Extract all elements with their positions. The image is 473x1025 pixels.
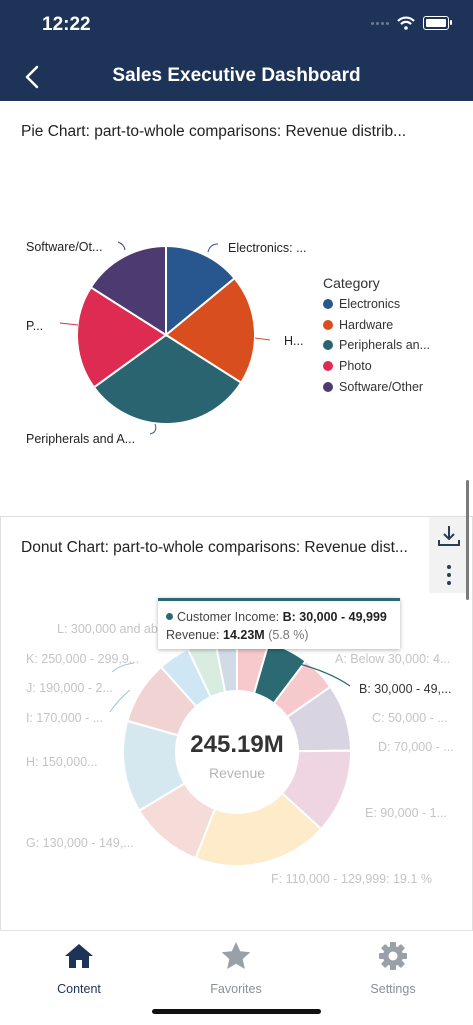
chart-action-panel xyxy=(429,517,469,593)
pie-slice[interactable] xyxy=(92,333,243,425)
tab-label: Settings xyxy=(370,982,416,996)
donut-chart-title: Donut Chart: part-to-whole comparisons: … xyxy=(21,539,408,556)
home-indicator xyxy=(152,1009,321,1014)
donut-chart xyxy=(109,636,353,867)
scrollbar[interactable] xyxy=(466,480,469,600)
legend-item[interactable]: Electronics xyxy=(323,297,400,311)
legend-label: Electronics xyxy=(339,297,401,311)
pie-slice-label: Software/Ot... xyxy=(26,240,103,254)
pie-slice-label: Electronics: ... xyxy=(228,241,307,255)
tooltip-percent: (5.8 %) xyxy=(268,628,309,642)
legend-swatch xyxy=(323,361,333,371)
home-icon xyxy=(65,944,93,968)
pie-slice-label: Peripherals and A... xyxy=(26,432,136,446)
donut-slice-label: C: 50,000 - ... xyxy=(372,711,448,725)
navigation-bar: Sales Executive Dashboard xyxy=(0,52,473,101)
donut-slice-label: D: 70,000 - ... xyxy=(378,740,454,754)
legend-item[interactable]: Peripherals an... xyxy=(323,338,430,352)
chevron-left-icon[interactable] xyxy=(18,62,48,92)
status-icons xyxy=(371,16,452,30)
pie-slice-label: H... xyxy=(284,334,304,348)
star-icon xyxy=(221,942,251,969)
tab-content[interactable]: Content xyxy=(29,941,129,996)
wifi-icon xyxy=(397,16,415,30)
status-bar: 12:22 xyxy=(0,0,473,52)
donut-center-label: Revenue xyxy=(208,765,266,781)
pie-slice[interactable] xyxy=(164,276,256,385)
pie-chart-title: Pie Chart: part-to-whole comparisons: Re… xyxy=(21,123,407,140)
tab-favorites[interactable]: Favorites xyxy=(186,941,286,996)
page-title: Sales Executive Dashboard xyxy=(112,65,361,86)
legend-swatch xyxy=(323,299,333,309)
pie-slice-label: P... xyxy=(26,319,44,333)
legend-label: Photo xyxy=(339,359,372,373)
legend-item[interactable]: Hardware xyxy=(323,318,393,332)
donut-center-value: 245.19M xyxy=(190,731,284,758)
tab-label: Favorites xyxy=(210,982,262,996)
legend-label: Peripherals an... xyxy=(339,338,431,352)
donut-slice-label: J: 190,000 - 2... xyxy=(26,681,113,695)
tooltip-category: B: 30,000 - 49,999 xyxy=(282,610,387,624)
more-vertical-icon[interactable] xyxy=(439,562,459,588)
gear-icon xyxy=(379,942,407,970)
tooltip-series: Customer Income: xyxy=(177,610,280,624)
tab-label: Content xyxy=(57,982,101,996)
tooltip-series-dot xyxy=(166,613,173,620)
tooltip-metric: Revenue: xyxy=(166,628,220,642)
legend-label: Software/Other xyxy=(339,380,424,394)
donut-slice-label: H: 150,000... xyxy=(26,755,98,769)
donut-slice-label: G: 130,000 - 149,... xyxy=(26,836,134,850)
legend-item[interactable]: Photo xyxy=(323,359,372,373)
donut-slice-label: L: 300,000 and abo... xyxy=(57,622,176,636)
legend-swatch xyxy=(323,320,333,330)
pie-slice[interactable] xyxy=(165,244,236,338)
cellular-signal-icon xyxy=(371,21,389,25)
donut-slice-label: I: 170,000 - ... xyxy=(26,711,104,725)
donut-slice-label: B: 30,000 - 49,... xyxy=(359,682,452,696)
tab-settings[interactable]: Settings xyxy=(343,941,443,996)
status-time: 12:22 xyxy=(42,14,91,35)
legend-swatch xyxy=(323,382,333,392)
donut-slice-label: E: 90,000 - 1... xyxy=(365,806,447,820)
pie-chart xyxy=(59,241,271,435)
legend-swatch xyxy=(323,340,333,350)
pie-slice[interactable] xyxy=(89,244,167,337)
donut-slice-label: K: 250,000 - 299,9... xyxy=(26,652,140,666)
download-icon[interactable] xyxy=(436,523,462,549)
battery-icon xyxy=(423,16,452,30)
pie-slice[interactable] xyxy=(76,285,168,389)
legend-item[interactable]: Software/Other xyxy=(323,380,423,394)
legend-title: Category xyxy=(323,275,380,291)
legend-label: Hardware xyxy=(339,318,394,332)
tooltip-value: 14.23M xyxy=(223,628,265,642)
chart-tooltip: Customer Income: B: 30,000 - 49,999 Reve… xyxy=(158,598,400,649)
donut-slice-label: F: 110,000 - 129,999: 19.1 % xyxy=(271,872,432,886)
donut-slice-label: A: Below 30,000: 4... xyxy=(335,652,451,666)
